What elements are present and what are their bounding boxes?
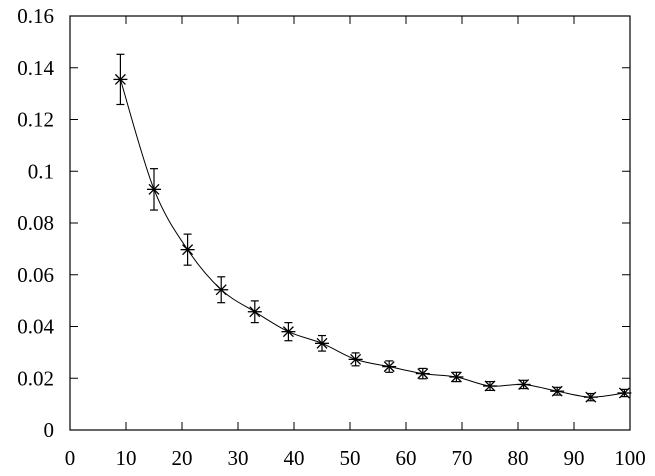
x-tick-label: 20 xyxy=(172,446,193,470)
y-tick-label: 0 xyxy=(44,418,55,442)
data-point xyxy=(382,361,397,373)
y-tick-label: 0.16 xyxy=(17,4,54,28)
data-point xyxy=(247,306,262,318)
x-tick-label: 90 xyxy=(564,446,585,470)
x-tick-label: 70 xyxy=(452,446,473,470)
y-tick-label: 0.12 xyxy=(17,108,54,132)
error-bars xyxy=(116,53,629,402)
data-point xyxy=(180,244,195,256)
data-point xyxy=(147,183,161,195)
data-point xyxy=(315,337,329,349)
x-tick-label: 40 xyxy=(284,446,305,470)
data-point xyxy=(348,353,363,365)
data-point xyxy=(483,380,497,392)
y-tick-label: 0.08 xyxy=(17,211,54,235)
data-point xyxy=(415,368,430,380)
x-tick-label: 60 xyxy=(396,446,417,470)
x-tick-label: 10 xyxy=(116,446,137,470)
y-tick-label: 0.1 xyxy=(28,159,54,183)
data-point xyxy=(583,391,598,403)
data-point xyxy=(550,385,565,397)
data-point xyxy=(449,371,464,383)
markers xyxy=(113,73,632,403)
series-line xyxy=(119,79,625,398)
y-tick-label: 0.06 xyxy=(17,263,54,287)
data-point xyxy=(281,326,296,338)
x-tick-label: 80 xyxy=(508,446,529,470)
y-axis: 0 0.02 0.04 0.06 0.08 0.1 0.12 0.14 0.16 xyxy=(17,4,630,442)
plot-frame xyxy=(69,15,631,431)
x-axis: 0 10 20 30 40 50 60 70 80 90 100 xyxy=(65,16,646,470)
y-tick-label: 0.14 xyxy=(17,56,54,80)
x-tick-label: 0 xyxy=(65,446,76,470)
x-tick-label: 100 xyxy=(614,446,646,470)
x-tick-label: 30 xyxy=(228,446,249,470)
x-tick-label: 50 xyxy=(340,446,361,470)
data-point xyxy=(617,387,632,399)
data-point xyxy=(214,284,229,296)
y-tick-label: 0.04 xyxy=(17,315,54,339)
data-point xyxy=(113,73,128,85)
data-point xyxy=(516,378,531,390)
y-tick-label: 0.02 xyxy=(17,366,54,390)
